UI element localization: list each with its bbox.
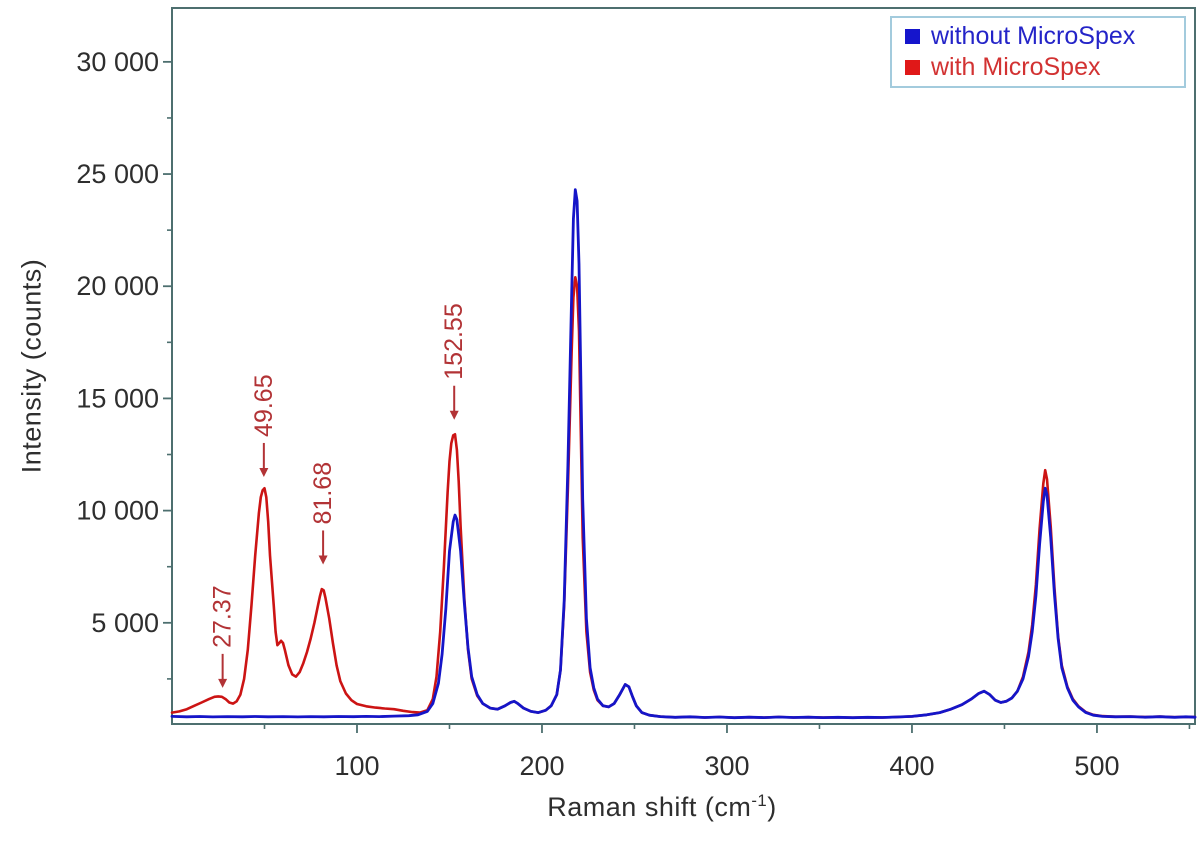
peak-arrow-head-icon <box>318 555 328 565</box>
peak-arrow-head-icon <box>449 410 459 420</box>
peak-label: 81.68 <box>309 462 337 525</box>
legend-item-without-microspex: without MicroSpex <box>905 21 1184 51</box>
blue-square-marker-icon <box>905 28 920 44</box>
legend-label-without-microspex: without MicroSpex <box>931 21 1136 50</box>
y-tick-label: 30 000 <box>76 47 159 77</box>
y-tick-label: 25 000 <box>76 159 159 189</box>
x-axis-title: Raman shift (cm-1) <box>547 792 776 823</box>
legend-item-with-microspex: with MicroSpex <box>905 53 1184 82</box>
x-tick-label: 100 <box>334 751 379 781</box>
legend-label-with-microspex: with MicroSpex <box>931 53 1101 81</box>
y-tick-label: 10 000 <box>76 496 159 526</box>
series-line-without-microspex <box>170 188 1197 720</box>
x-tick-label: 200 <box>519 751 564 781</box>
peak-label: 49.65 <box>250 374 278 437</box>
y-tick-label: 5 000 <box>91 608 159 638</box>
legend-box: without MicroSpex with MicroSpex <box>890 16 1186 88</box>
peak-arrow-head-icon <box>218 678 228 688</box>
y-tick-label: 15 000 <box>76 383 159 413</box>
peak-arrow-head-icon <box>259 467 269 477</box>
y-tick-label: 20 000 <box>76 271 159 301</box>
red-square-marker-icon <box>905 60 920 76</box>
peak-label: 152.55 <box>440 303 468 379</box>
x-axis-title-superscript: -1 <box>751 791 768 810</box>
x-tick-label: 500 <box>1074 751 1119 781</box>
x-axis-title-close: ) <box>767 792 777 822</box>
x-tick-label: 400 <box>889 751 934 781</box>
x-axis-title-text: Raman shift (cm <box>547 792 752 822</box>
x-tick-label: 300 <box>704 751 749 781</box>
y-axis-title: Intensity (counts) <box>16 258 47 474</box>
plot-frame <box>171 7 1196 725</box>
peak-label: 27.37 <box>209 585 237 648</box>
